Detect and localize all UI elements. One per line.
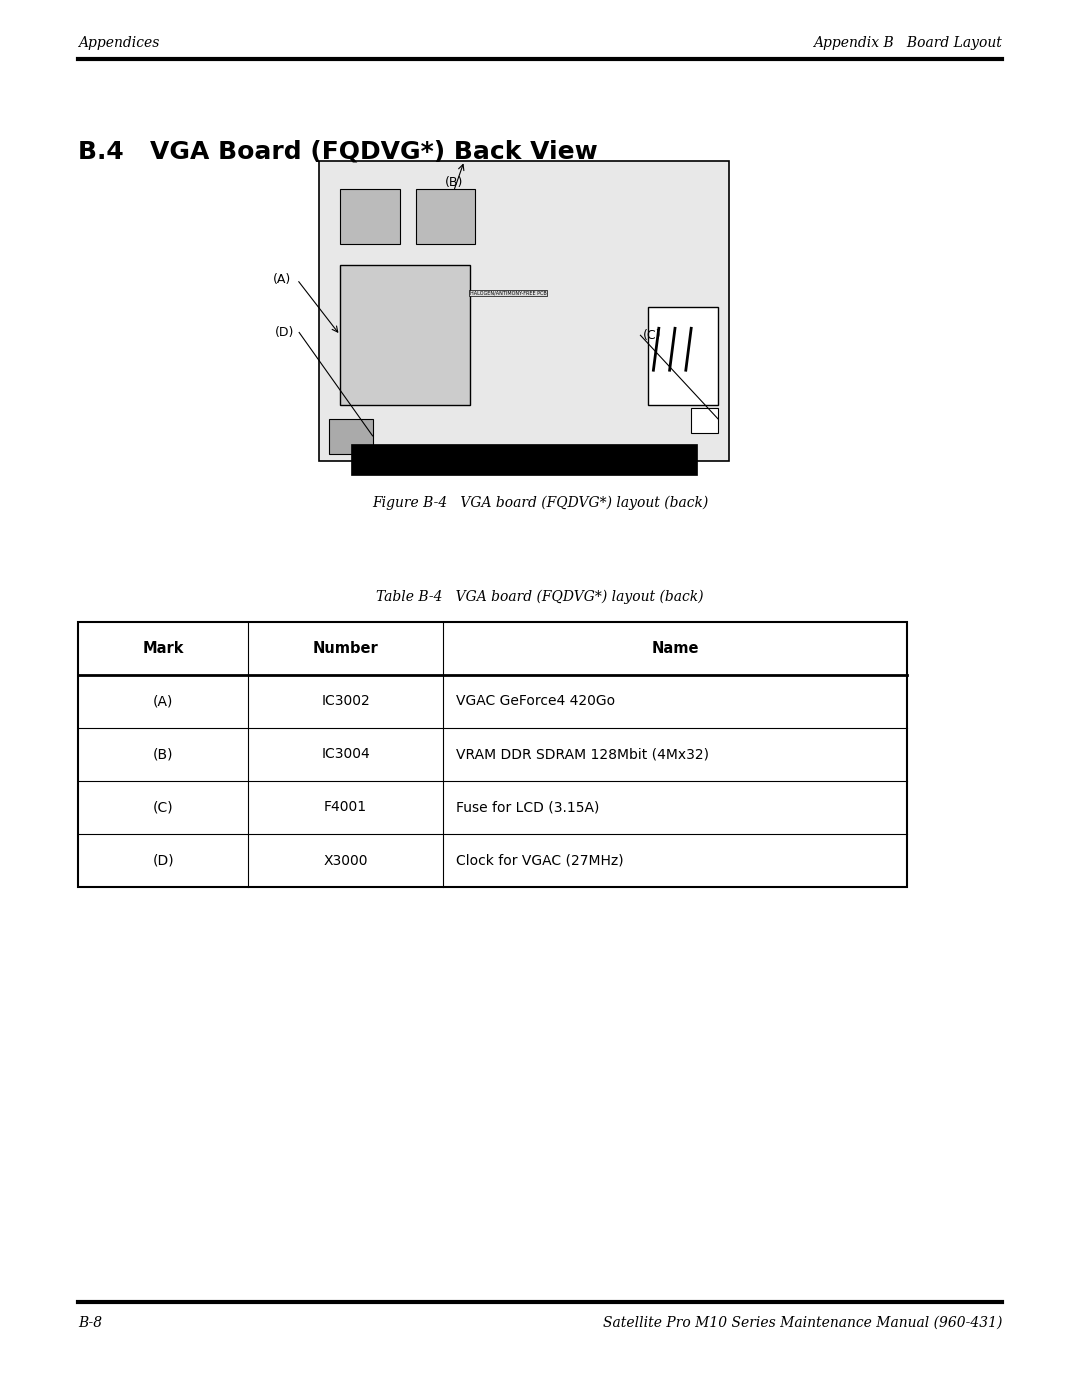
Text: Figure B-4   VGA board (FQDVG*) layout (back): Figure B-4 VGA board (FQDVG*) layout (ba…	[372, 496, 708, 510]
Text: (A): (A)	[153, 694, 173, 708]
Text: F4001: F4001	[324, 800, 367, 814]
Bar	[648, 307, 718, 405]
Text: Satellite Pro M10 Series Maintenance Manual (960-431): Satellite Pro M10 Series Maintenance Man…	[603, 1316, 1002, 1330]
Text: IC3002: IC3002	[321, 694, 370, 708]
Text: (D): (D)	[152, 854, 174, 868]
Text: B-8: B-8	[78, 1316, 102, 1330]
Text: HALOGEN/ANTIMONY-FREE PCB: HALOGEN/ANTIMONY-FREE PCB	[470, 291, 546, 296]
Text: Clock for VGAC (27MHz): Clock for VGAC (27MHz)	[456, 854, 623, 868]
Text: Appendices: Appendices	[78, 36, 159, 50]
Text: Fuse for LCD (3.15A): Fuse for LCD (3.15A)	[456, 800, 599, 814]
Bar	[351, 444, 697, 475]
Text: B.4   VGA Board (FQDVG*) Back View: B.4 VGA Board (FQDVG*) Back View	[78, 140, 597, 163]
Text: VGAC GeForce4 420Go: VGAC GeForce4 420Go	[456, 694, 615, 708]
Text: X3000: X3000	[323, 854, 368, 868]
Bar	[340, 265, 470, 405]
Bar	[691, 408, 718, 433]
Text: (C): (C)	[643, 328, 661, 342]
Text: (C): (C)	[152, 800, 174, 814]
Bar	[78, 622, 907, 887]
Text: IC3004: IC3004	[321, 747, 370, 761]
Bar	[319, 161, 729, 461]
Text: (B): (B)	[444, 176, 463, 189]
Bar	[329, 419, 373, 454]
Text: VRAM DDR SDRAM 128Mbit (4Mx32): VRAM DDR SDRAM 128Mbit (4Mx32)	[456, 747, 708, 761]
Text: (B): (B)	[153, 747, 173, 761]
Bar	[416, 189, 475, 244]
Text: Table B-4   VGA board (FQDVG*) layout (back): Table B-4 VGA board (FQDVG*) layout (bac…	[376, 590, 704, 604]
Text: Mark: Mark	[143, 641, 184, 655]
Text: (A): (A)	[273, 272, 292, 286]
Bar	[78, 622, 907, 675]
Text: Appendix B   Board Layout: Appendix B Board Layout	[813, 36, 1002, 50]
Bar	[340, 189, 400, 244]
Text: Name: Name	[651, 641, 699, 655]
Text: Number: Number	[313, 641, 378, 655]
Text: (D): (D)	[274, 326, 294, 339]
